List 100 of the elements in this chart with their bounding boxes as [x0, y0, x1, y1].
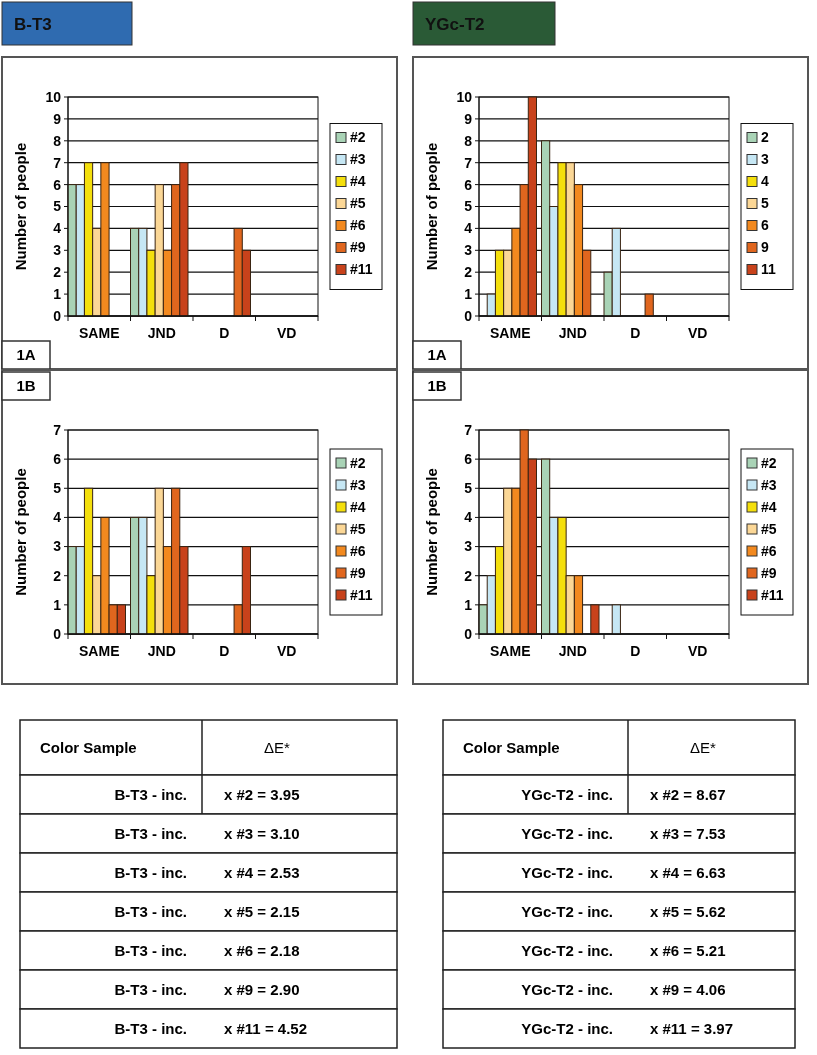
- y-tick-label: 5: [53, 480, 62, 497]
- y-tick-label: 4: [464, 509, 473, 526]
- text: 1A: [427, 346, 447, 363]
- x-tick-label: JND: [147, 643, 176, 659]
- text: ΔE*: [264, 738, 291, 756]
- text: B-T3 - inc.: [114, 824, 187, 842]
- text: x #5 = 2.15: [224, 902, 300, 920]
- legend-label: #4: [350, 498, 366, 515]
- legend-label: 2: [761, 129, 769, 146]
- y-tick-label: 7: [53, 421, 62, 438]
- y-tick-label: 4: [53, 509, 62, 526]
- x-tick-label: JND: [558, 643, 587, 659]
- x-tick-label: SAME: [490, 325, 531, 341]
- y-tick-label: 1: [464, 596, 473, 613]
- y-tick-label: 6: [53, 176, 62, 193]
- legend-label: #3: [350, 151, 366, 168]
- legend-label: #3: [350, 476, 366, 493]
- legend-label: #5: [350, 520, 366, 537]
- legend-label: 4: [761, 173, 769, 190]
- chart-title: YGc-T2: [425, 15, 485, 34]
- text: YGc-T2 - inc.: [521, 785, 613, 803]
- y-tick-label: 1: [53, 596, 62, 613]
- y-tick-label: 10: [45, 88, 62, 105]
- legend-label: #4: [761, 498, 777, 515]
- text: Color Sample: [463, 738, 560, 756]
- legend-label: #6: [350, 542, 366, 559]
- text: YGc-T2 - inc.: [521, 941, 613, 959]
- text: B-T3 - inc.: [114, 980, 187, 998]
- y-axis-title: Number of people: [12, 468, 29, 596]
- y-tick-label: 1: [53, 286, 62, 302]
- y-tick-label: 2: [464, 264, 473, 281]
- x-tick-label: D: [630, 643, 641, 659]
- text: B-T3 - inc.: [114, 1019, 187, 1037]
- legend-label: #9: [350, 239, 366, 256]
- x-tick-label: SAME: [490, 643, 531, 659]
- legend-label: 9: [761, 239, 769, 256]
- x-tick-label: SAME: [79, 325, 120, 341]
- bar: [590, 604, 600, 635]
- legend-label: #9: [761, 564, 777, 581]
- text: B-T3 - inc.: [114, 785, 187, 803]
- y-tick-label: 10: [456, 88, 473, 105]
- y-axis-title: Number of people: [12, 142, 29, 271]
- x-tick-label: JND: [558, 325, 587, 341]
- text: x #9 = 2.90: [224, 980, 300, 998]
- y-tick-label: 3: [53, 242, 62, 259]
- text: B-T3 - inc.: [114, 863, 187, 881]
- text: x #6 = 2.18: [224, 941, 300, 959]
- text: YGc-T2 - inc.: [521, 902, 613, 920]
- text: B-T3 - inc.: [114, 902, 187, 920]
- text: x #11 = 3.97: [650, 1019, 733, 1037]
- y-tick-label: 2: [53, 567, 62, 584]
- legend-label: #2: [350, 454, 366, 471]
- legend-label: #2: [350, 129, 366, 146]
- y-tick-label: 6: [53, 451, 62, 468]
- y-tick-label: 9: [464, 110, 473, 127]
- text: Color Sample: [40, 738, 137, 756]
- text: YGc-T2 - inc.: [521, 980, 613, 998]
- y-tick-label: 5: [53, 198, 62, 215]
- legend-label: #11: [761, 586, 784, 603]
- text: YGc-T2 - inc.: [521, 1019, 613, 1037]
- x-tick-label: VD: [277, 325, 297, 341]
- y-axis-title: Number of people: [423, 468, 440, 596]
- y-tick-label: 4: [53, 220, 62, 237]
- text: x #4 = 6.63: [650, 863, 726, 881]
- text: x #11 = 4.52: [224, 1019, 307, 1037]
- text: x #3 = 3.10: [224, 824, 300, 842]
- y-tick-label: 7: [464, 421, 473, 438]
- y-tick-label: 3: [464, 242, 473, 259]
- text: x #2 = 3.95: [224, 785, 300, 803]
- text: x #9 = 4.06: [650, 980, 726, 998]
- y-tick-label: 5: [464, 198, 473, 215]
- y-tick-label: 0: [53, 625, 62, 642]
- bar: [611, 604, 621, 635]
- bar: [644, 293, 654, 317]
- x-tick-label: D: [630, 325, 641, 341]
- y-tick-label: 0: [53, 307, 62, 324]
- text: x #3 = 7.53: [650, 824, 726, 842]
- legend-label: #4: [350, 173, 366, 190]
- y-tick-label: 8: [53, 132, 62, 149]
- y-axis-title: Number of people: [423, 142, 440, 271]
- y-tick-label: 6: [464, 176, 473, 193]
- text: ΔE*: [690, 738, 717, 756]
- text: YGc-T2 - inc.: [521, 824, 613, 842]
- legend-label: 11: [761, 261, 777, 278]
- y-tick-label: 2: [53, 264, 62, 281]
- text: x #2 = 8.67: [650, 785, 726, 803]
- y-tick-label: 5: [464, 480, 473, 497]
- legend-label: 5: [761, 195, 769, 212]
- legend-label: #5: [761, 520, 777, 537]
- legend-label: 3: [761, 151, 769, 168]
- x-tick-label: D: [219, 325, 230, 341]
- text: 1A: [16, 346, 36, 363]
- y-tick-label: 4: [464, 220, 473, 237]
- y-tick-label: 2: [464, 567, 473, 584]
- text: B-T3 - inc.: [114, 941, 187, 959]
- y-tick-label: 7: [464, 154, 473, 171]
- y-tick-label: 3: [53, 538, 62, 555]
- legend-label: #3: [761, 476, 777, 493]
- legend-label: 6: [761, 217, 769, 234]
- legend-label: #6: [350, 217, 366, 234]
